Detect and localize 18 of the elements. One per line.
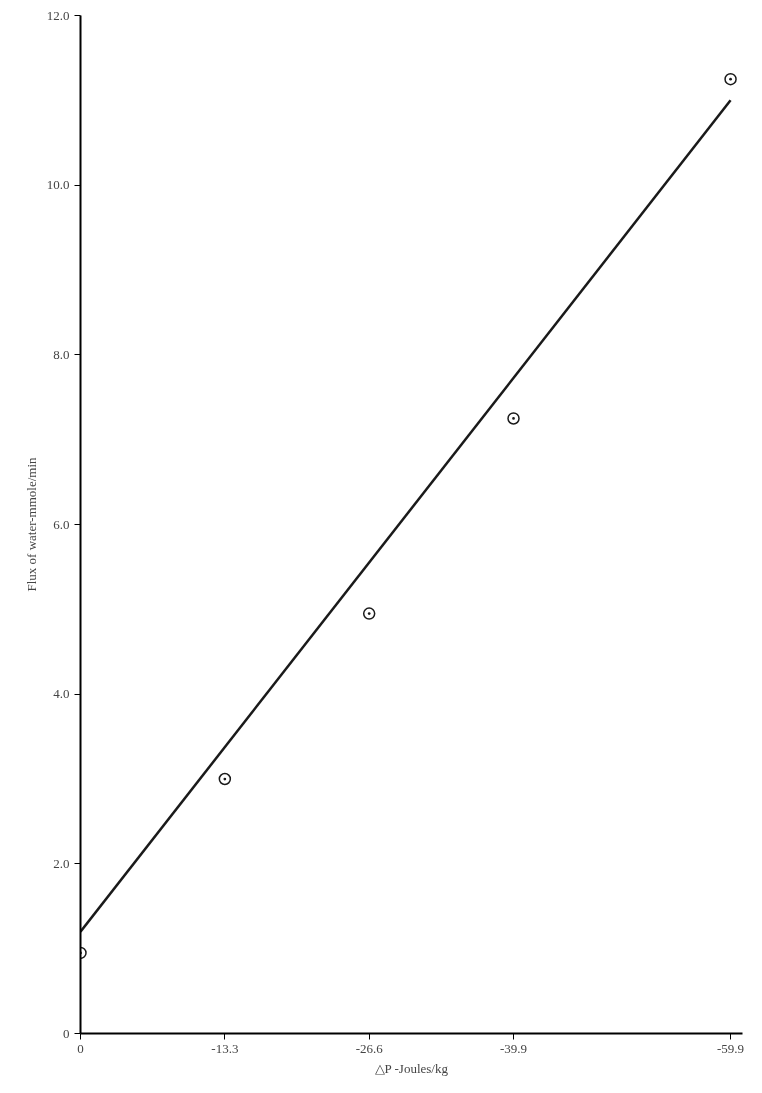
- point: [362, 607, 376, 620]
- y-tick-label: 2.0: [53, 855, 70, 871]
- point: [507, 412, 520, 425]
- y-tick-label: 4.0: [53, 686, 70, 702]
- y-tick-label: 8.0: [53, 346, 70, 362]
- x-tick-label: -39.9: [499, 1040, 528, 1056]
- y-tick-label: 0: [63, 1025, 70, 1041]
- point: [724, 72, 737, 86]
- point: [218, 772, 232, 786]
- y-axis-title: Flux of water-mmole/min: [23, 456, 39, 592]
- x-tick-label: -13.3: [211, 1040, 239, 1056]
- x-tick-label: -26.6: [355, 1040, 384, 1056]
- y-tick-label: 10.0: [46, 177, 70, 193]
- x-axis-title: △P -Joules/kg: [374, 1060, 449, 1076]
- x-tick-label: -59.9: [717, 1040, 745, 1056]
- y-tick-label: 12.0: [46, 7, 70, 23]
- y-tick-label: 6.0: [53, 516, 70, 532]
- x-tick-label: 0: [77, 1040, 84, 1056]
